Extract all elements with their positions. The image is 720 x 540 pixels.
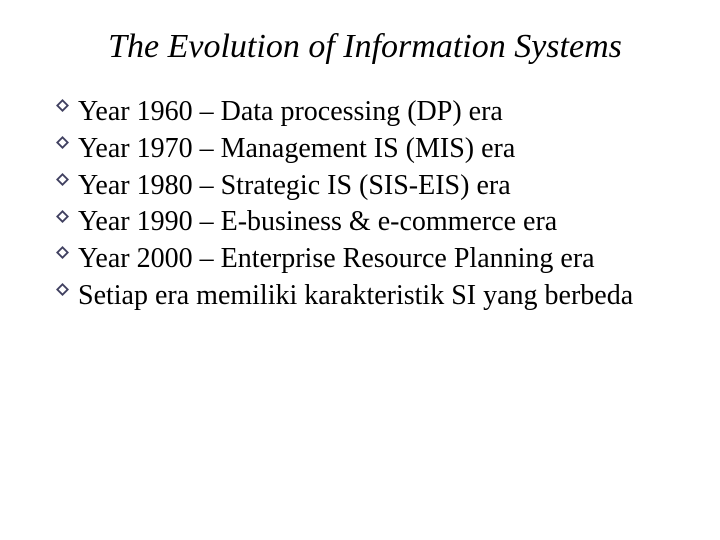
diamond-bullet-icon (56, 136, 69, 149)
diamond-bullet-icon (56, 283, 69, 296)
bullet-text: Year 1980 – Strategic IS (SIS-EIS) era (78, 170, 511, 201)
diamond-bullet-icon (56, 99, 69, 112)
list-item: Year 1960 – Data processing (DP) era (56, 94, 672, 130)
diamond-bullet-icon (56, 246, 69, 259)
list-item: Setiap era memiliki karakteristik SI yan… (56, 278, 672, 314)
list-item: Year 1970 – Management IS (MIS) era (56, 131, 672, 167)
list-item: Year 1980 – Strategic IS (SIS-EIS) era (56, 168, 672, 204)
slide-title: The Evolution of Information Systems (58, 28, 672, 66)
bullet-text: Year 1990 – E-business & e-commerce era (78, 206, 557, 237)
list-item: Year 1990 – E-business & e-commerce era (56, 204, 672, 240)
diamond-bullet-icon (56, 210, 69, 223)
bullet-text: Setiap era memiliki karakteristik SI yan… (78, 280, 633, 311)
bullet-text: Year 2000 – Enterprise Resource Planning… (78, 243, 595, 274)
bullet-text: Year 1960 – Data processing (DP) era (78, 96, 503, 127)
diamond-bullet-icon (56, 173, 69, 186)
bullet-list: Year 1960 – Data processing (DP) era Yea… (48, 94, 672, 314)
slide-container: The Evolution of Information Systems Yea… (0, 0, 720, 540)
list-item: Year 2000 – Enterprise Resource Planning… (56, 241, 672, 277)
bullet-text: Year 1970 – Management IS (MIS) era (78, 133, 515, 164)
